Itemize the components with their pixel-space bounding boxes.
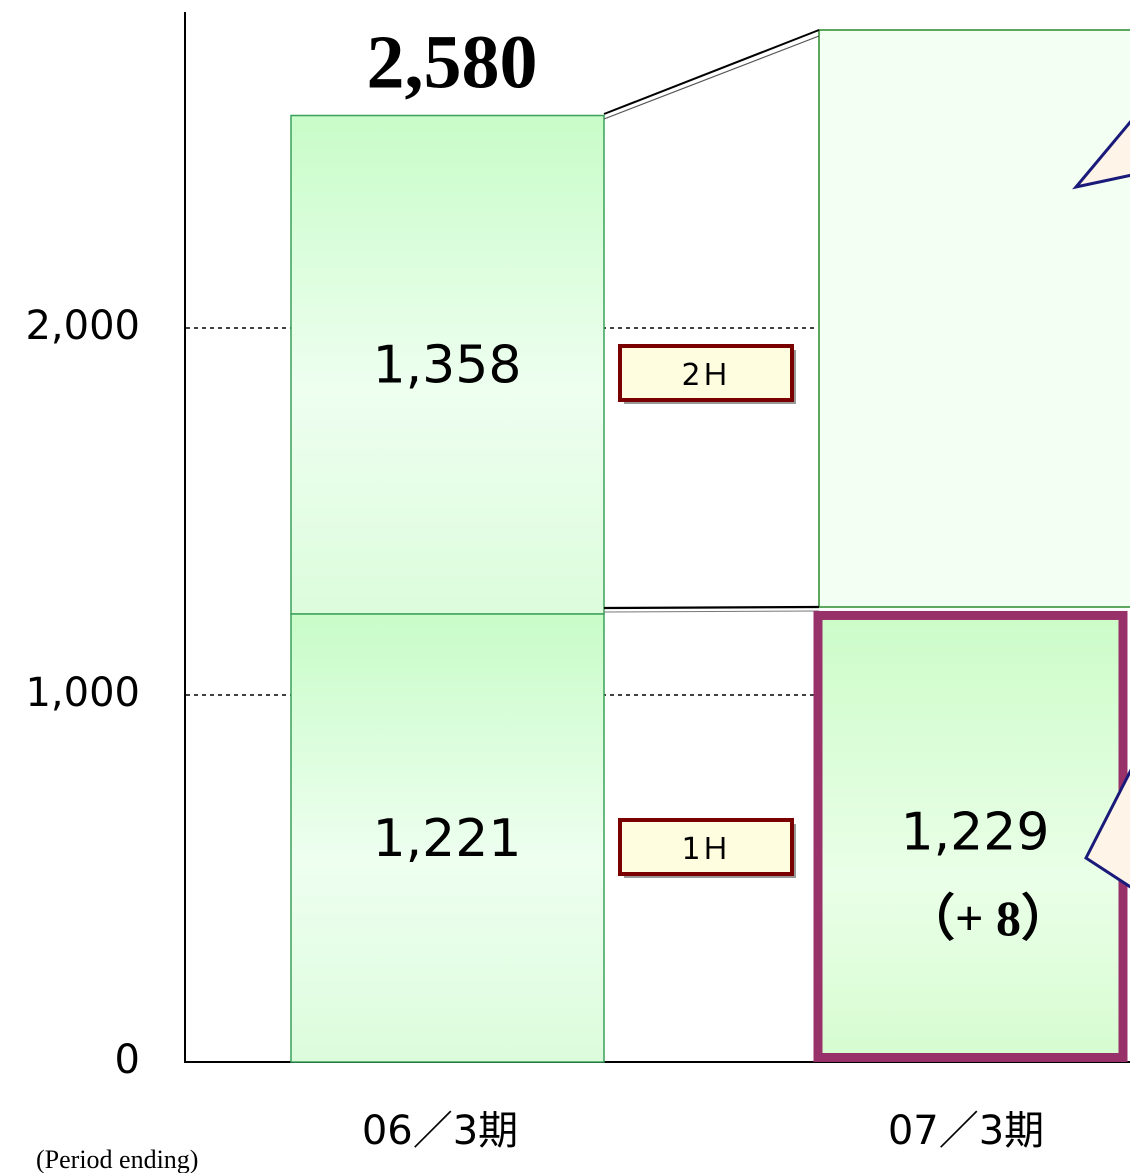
change-label-07: （+ 8） <box>905 890 1071 946</box>
connector-top <box>603 29 820 120</box>
legend-box-2h: 2Ｈ <box>618 344 796 404</box>
legend-box-1h: 1Ｈ <box>618 818 796 878</box>
legend-label-1h: 1Ｈ <box>681 832 730 867</box>
x-axis-label: (Period ending) <box>36 1145 198 1173</box>
value-label-06-second-half: 1,358 <box>373 336 522 396</box>
connector-mid <box>603 605 820 613</box>
callout-pointer-upper <box>1072 120 1130 190</box>
legend-label-2h: 2Ｈ <box>681 358 730 393</box>
value-label-06-first-half: 1,221 <box>373 809 522 869</box>
category-label-06: 06／3期 <box>362 1108 518 1154</box>
y-tick-label-0: 0 <box>115 1037 140 1083</box>
y-tick-label-2000: 2,000 <box>25 303 140 349</box>
bar-07-first-half <box>813 610 1128 1062</box>
y-tick-label-1000: 1,000 <box>25 670 140 716</box>
total-label-06: 2,580 <box>367 21 538 105</box>
bar-07-forecast-outline <box>818 29 1130 608</box>
bar-06-first-half <box>290 613 605 1063</box>
bar-06-second-half <box>290 114 605 615</box>
category-label-07: 07／3期 <box>888 1108 1044 1154</box>
value-label-07-first-half: 1,229 <box>901 802 1050 862</box>
callout-pointer-lower <box>1084 768 1130 889</box>
